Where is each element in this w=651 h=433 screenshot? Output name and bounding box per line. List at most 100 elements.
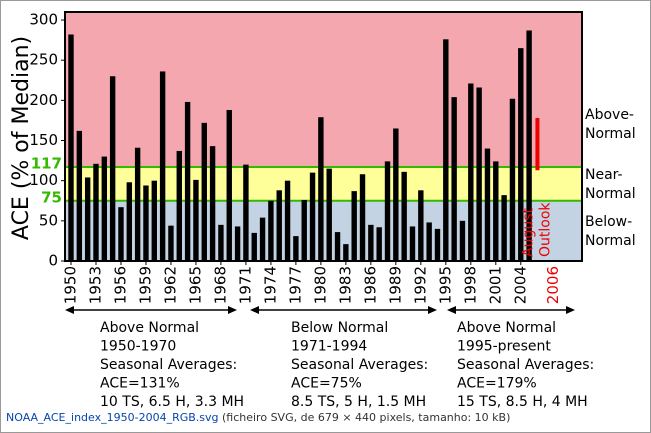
bar [409, 226, 416, 261]
band-label: Normal [585, 233, 636, 249]
footer: NOAA_ACE_index_1950-2004_RGB.svg (fichei… [6, 411, 510, 424]
outlook-label: Outlook [537, 202, 553, 257]
bar [451, 97, 457, 261]
period-text: Seasonal Averages: [291, 357, 428, 373]
bar [268, 200, 274, 261]
bar [509, 98, 516, 262]
x-tick-label: 1986 [361, 266, 379, 304]
bar [368, 224, 374, 261]
bar [76, 130, 83, 261]
bar [309, 172, 316, 261]
period-text: ACE=75% [291, 376, 362, 392]
y-tick-label: 50 [39, 211, 58, 229]
bar [118, 207, 124, 261]
bar [401, 171, 407, 261]
bar [468, 83, 474, 262]
bar [484, 148, 491, 261]
x-tick-label: 1971 [236, 266, 254, 304]
threshold-label: 117 [31, 155, 62, 173]
y-tick-label: 300 [29, 11, 58, 29]
period-text: Below Normal [291, 320, 388, 336]
bar [434, 228, 441, 261]
bar [168, 225, 174, 261]
bar [518, 48, 524, 262]
band-label: Above- [585, 107, 634, 123]
y-tick-label: 200 [29, 91, 58, 109]
bar [384, 161, 391, 261]
bar [284, 180, 291, 261]
x-tick-label: 1977 [286, 266, 304, 304]
x-tick-label: 1980 [311, 266, 329, 304]
bar [93, 163, 99, 261]
bar [218, 224, 224, 261]
bar [209, 146, 216, 261]
x-tick-label: 1965 [186, 266, 204, 304]
bar [134, 147, 141, 261]
bar [101, 156, 108, 261]
bar [143, 185, 149, 261]
plot-frame [64, 11, 583, 262]
x-tick-label: 2004 [511, 266, 529, 304]
x-tick-label: 1998 [461, 266, 479, 304]
x-tick-label: 1992 [411, 266, 429, 304]
y-tick-label: 150 [29, 131, 58, 149]
bar [476, 87, 482, 261]
x-tick-label: 1989 [386, 266, 404, 304]
x-tick-label: 1953 [86, 266, 104, 304]
bar [126, 182, 133, 261]
period-text: 15 TS, 8.5 H, 4 MH [457, 394, 588, 410]
bar [501, 195, 507, 261]
x-tick-label: 1956 [111, 266, 129, 304]
bar [251, 232, 257, 261]
y-tick-label: 100 [29, 171, 58, 189]
bar [159, 71, 166, 261]
bar [276, 190, 282, 261]
bar [376, 227, 382, 261]
file-link[interactable]: NOAA_ACE_index_1950-2004_RGB.svg [6, 411, 219, 424]
x-tick-label: 1974 [261, 266, 279, 304]
threshold-label: 75 [41, 188, 62, 206]
bar [234, 226, 241, 261]
y-tick-label: 250 [29, 51, 58, 69]
period-text: 1950-1970 [100, 339, 176, 355]
bar [151, 180, 157, 261]
band-label: Below- [585, 214, 632, 230]
bar [351, 191, 357, 261]
bar [68, 34, 74, 261]
bar [193, 179, 199, 261]
file-info: (ficheiro SVG, de 679 × 440 pixels, tama… [219, 411, 511, 424]
band-label: Near- [585, 167, 623, 183]
period-text: 1995-present [457, 339, 551, 355]
period-text: 10 TS, 6.5 H, 3.3 MH [100, 394, 244, 410]
bar [184, 101, 191, 261]
bar [526, 30, 532, 261]
x-tick-label: 2001 [486, 266, 504, 304]
outlook-label: August [520, 207, 536, 257]
x-tick-label: 1959 [136, 266, 154, 304]
x-tick-label: 1968 [211, 266, 229, 304]
bar [301, 199, 307, 261]
y-tick-label: 0 [48, 252, 58, 270]
y-axis-label: ACE (% of Median) [9, 36, 34, 240]
bar [318, 117, 324, 261]
x-tick-label: 1983 [336, 266, 354, 304]
period-text: Above Normal [457, 320, 556, 336]
bar [343, 244, 349, 261]
period-text: Above Normal [100, 320, 199, 336]
bar [201, 122, 207, 262]
bar [459, 220, 466, 261]
bar [109, 76, 116, 262]
bar [418, 190, 424, 261]
outlook-year: 2006 [544, 266, 562, 304]
band-label: Normal [585, 126, 636, 142]
bar [243, 164, 249, 261]
bar [326, 168, 332, 261]
bar [259, 217, 266, 261]
period-text: ACE=179% [457, 376, 537, 392]
period-text: Seasonal Averages: [100, 357, 237, 373]
period-text: 8.5 TS, 5 H, 1.5 MH [291, 394, 426, 410]
period-text: Seasonal Averages: [457, 357, 594, 373]
bar [334, 232, 341, 261]
x-tick-label: 1995 [436, 266, 454, 304]
